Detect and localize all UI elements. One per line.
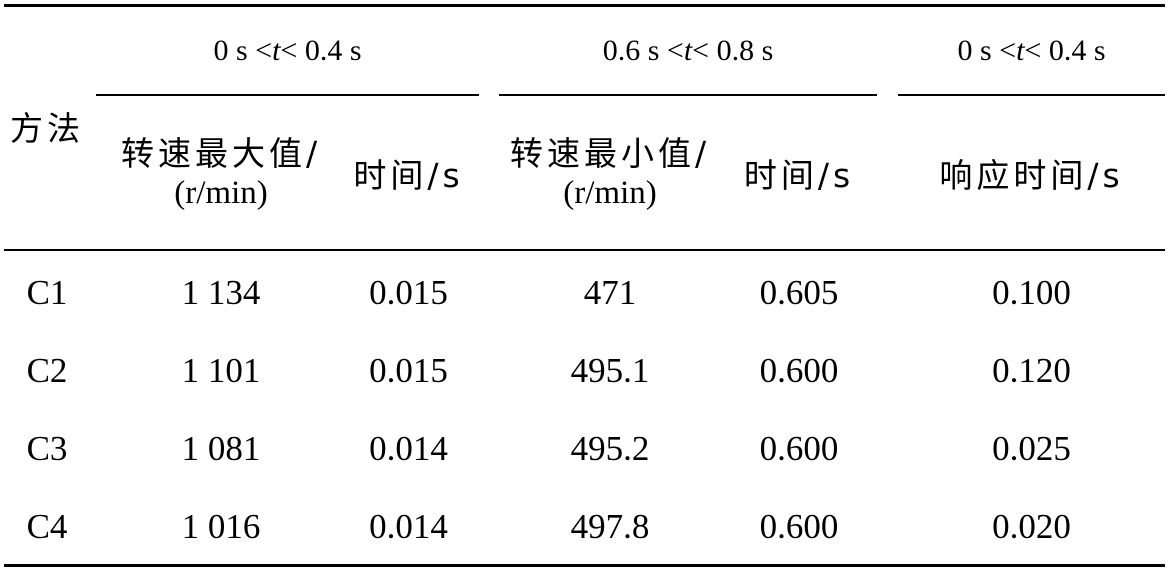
group-header-3-post: < 0.4 s <box>1024 34 1106 67</box>
group-rule-1 <box>96 94 479 96</box>
group-rule-2 <box>499 94 877 96</box>
row4-max-speed: 1 016 <box>181 506 261 546</box>
group-header-2-var: t <box>683 34 693 67</box>
col-header-max-speed-line2: (r/min) <box>174 175 268 212</box>
row1-time-2: 0.605 <box>759 272 839 312</box>
row3-time-1: 0.014 <box>369 428 448 468</box>
row3-min-speed: 495.2 <box>570 428 650 468</box>
col-header-max-speed: 转速最大值/ (r/min) <box>96 110 346 240</box>
row3-method: C3 <box>26 428 68 468</box>
group-header-2-pre: 0.6 s < <box>602 34 684 67</box>
group-header-2: 0.6 s < t < 0.8 s <box>499 20 877 82</box>
group-header-1-post: < 0.4 s <box>280 34 362 67</box>
header-bottom-rule <box>4 249 1165 251</box>
row3-max-speed: 1 081 <box>181 428 261 468</box>
row-header-method: 方法 <box>10 108 84 148</box>
group-header-2-post: < 0.8 s <box>692 34 774 67</box>
row4-response-time: 0.020 <box>992 506 1071 546</box>
col-header-min-speed: 转速最小值/ (r/min) <box>485 110 735 240</box>
col-header-response-time: 响应时间/s <box>939 155 1124 195</box>
col-header-time-1: 时间/s <box>353 155 464 195</box>
group-rule-3 <box>898 94 1165 96</box>
top-rule <box>4 4 1165 7</box>
row2-method: C2 <box>26 350 68 390</box>
group-header-3: 0 s < t < 0.4 s <box>898 20 1165 82</box>
row1-max-speed: 1 134 <box>181 272 261 312</box>
group-header-1-var: t <box>272 34 281 67</box>
row4-method: C4 <box>26 506 68 546</box>
row1-time-1: 0.015 <box>369 272 448 312</box>
row4-time-2: 0.600 <box>759 506 839 546</box>
col-header-min-speed-line1: 转速最小值/ <box>509 134 711 174</box>
row1-method: C1 <box>26 272 68 312</box>
col-header-time-2: 时间/s <box>743 155 855 195</box>
row4-min-speed: 497.8 <box>570 506 650 546</box>
bottom-rule <box>4 564 1165 567</box>
row1-response-time: 0.100 <box>992 272 1071 312</box>
group-header-1: 0 s < t < 0.4 s <box>96 20 479 82</box>
row2-response-time: 0.120 <box>992 350 1071 390</box>
row1-min-speed: 471 <box>583 272 637 312</box>
row2-time-2: 0.600 <box>759 350 839 390</box>
row3-time-2: 0.600 <box>759 428 839 468</box>
group-header-3-var: t <box>1016 34 1025 67</box>
col-header-min-speed-line2: (r/min) <box>563 175 657 212</box>
row2-time-1: 0.015 <box>369 350 448 390</box>
group-header-3-pre: 0 s < <box>957 34 1017 67</box>
col-header-max-speed-line1: 转速最大值/ <box>120 134 322 174</box>
row2-min-speed: 495.1 <box>570 350 650 390</box>
row2-max-speed: 1 101 <box>181 350 261 390</box>
row4-time-1: 0.014 <box>369 506 448 546</box>
row3-response-time: 0.025 <box>992 428 1071 468</box>
group-header-1-pre: 0 s < <box>213 34 273 67</box>
